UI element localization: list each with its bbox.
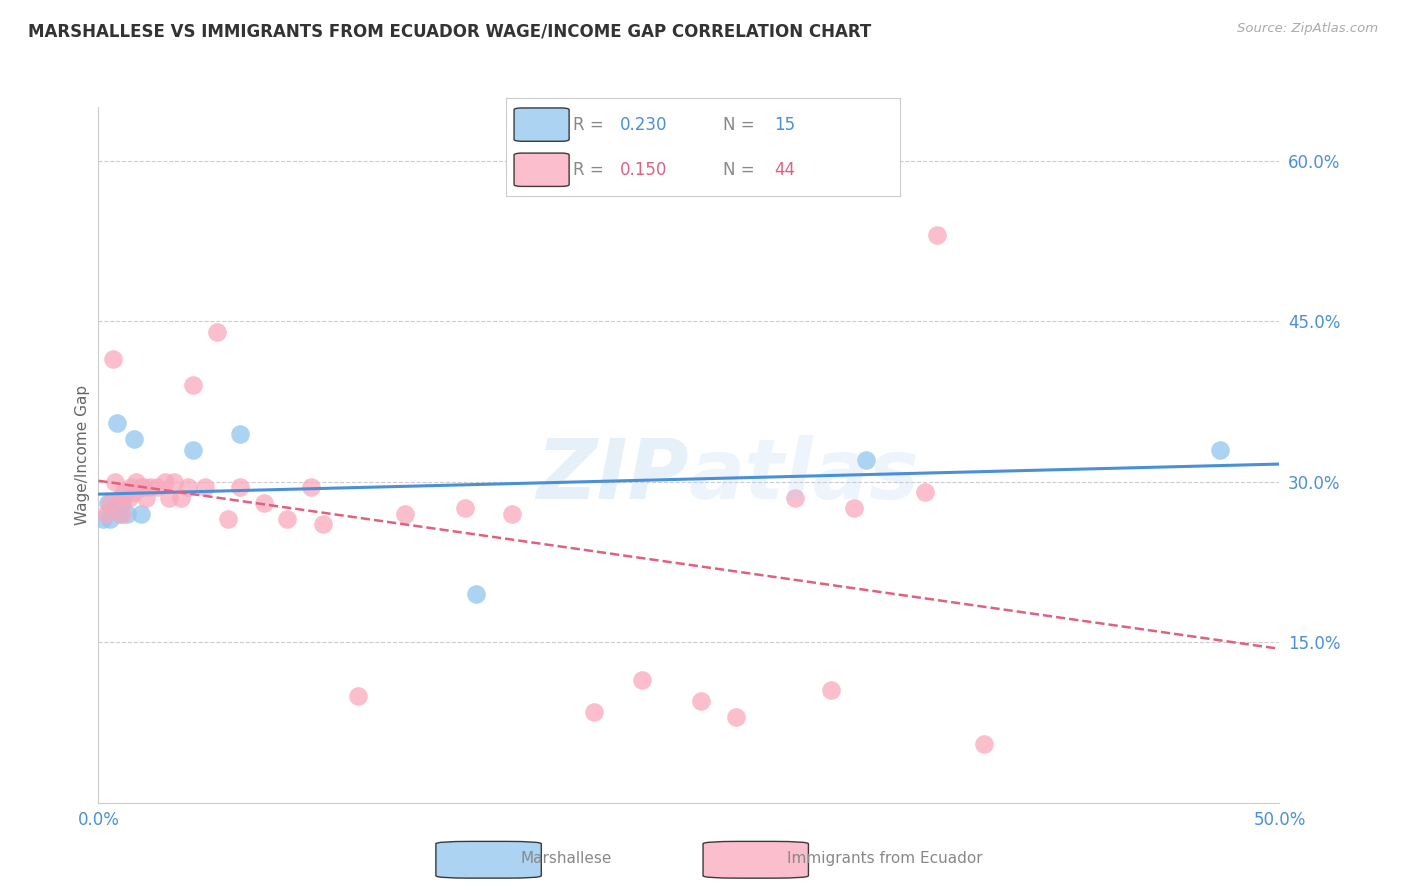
Point bbox=[229, 480, 252, 494]
Point bbox=[125, 475, 148, 489]
Point bbox=[181, 442, 204, 457]
Point bbox=[129, 507, 152, 521]
Point bbox=[101, 351, 124, 366]
Point bbox=[105, 416, 128, 430]
Point bbox=[97, 496, 120, 510]
Text: 0.150: 0.150 bbox=[620, 161, 668, 178]
Point bbox=[104, 475, 127, 489]
Point bbox=[181, 378, 204, 392]
Point bbox=[108, 507, 131, 521]
Point bbox=[111, 507, 134, 521]
Point bbox=[129, 480, 152, 494]
Point bbox=[112, 485, 135, 500]
Point bbox=[205, 325, 228, 339]
Text: Source: ZipAtlas.com: Source: ZipAtlas.com bbox=[1237, 22, 1378, 36]
Text: 15: 15 bbox=[773, 116, 794, 134]
Point bbox=[118, 491, 141, 505]
Point bbox=[91, 512, 114, 526]
Point bbox=[914, 485, 936, 500]
Text: ZIP: ZIP bbox=[536, 435, 689, 516]
Point bbox=[111, 496, 134, 510]
Point bbox=[453, 501, 475, 516]
Point bbox=[135, 491, 157, 505]
Point bbox=[177, 480, 200, 494]
Point bbox=[115, 507, 138, 521]
Point bbox=[276, 512, 298, 526]
Point bbox=[98, 496, 121, 510]
Text: 44: 44 bbox=[773, 161, 794, 178]
Text: 0.230: 0.230 bbox=[620, 116, 668, 134]
Point bbox=[170, 491, 193, 505]
Point bbox=[785, 491, 807, 505]
Text: atlas: atlas bbox=[689, 435, 920, 516]
Point bbox=[630, 673, 652, 687]
Point bbox=[1209, 442, 1232, 457]
Point bbox=[229, 426, 252, 441]
Point bbox=[855, 453, 877, 467]
FancyBboxPatch shape bbox=[703, 841, 808, 878]
Point bbox=[465, 587, 488, 601]
FancyBboxPatch shape bbox=[515, 153, 569, 186]
Point bbox=[973, 737, 995, 751]
Point bbox=[299, 480, 322, 494]
Point bbox=[132, 480, 155, 494]
Point bbox=[583, 705, 606, 719]
FancyBboxPatch shape bbox=[515, 108, 569, 141]
Point bbox=[844, 501, 866, 516]
Y-axis label: Wage/Income Gap: Wage/Income Gap bbox=[75, 384, 90, 525]
Point bbox=[217, 512, 239, 526]
Point bbox=[163, 475, 186, 489]
Point bbox=[104, 501, 127, 516]
Text: N =: N = bbox=[723, 116, 759, 134]
Point bbox=[122, 485, 145, 500]
Point bbox=[121, 480, 143, 494]
Point bbox=[194, 480, 217, 494]
Point bbox=[501, 507, 523, 521]
Point bbox=[146, 480, 169, 494]
Text: R =: R = bbox=[574, 161, 609, 178]
FancyBboxPatch shape bbox=[436, 841, 541, 878]
Point bbox=[157, 491, 180, 505]
Point bbox=[725, 710, 748, 724]
Point bbox=[153, 475, 176, 489]
Text: R =: R = bbox=[574, 116, 609, 134]
Point bbox=[925, 228, 948, 243]
Point bbox=[689, 694, 711, 708]
Point bbox=[98, 512, 121, 526]
Point bbox=[394, 507, 416, 521]
Text: MARSHALLESE VS IMMIGRANTS FROM ECUADOR WAGE/INCOME GAP CORRELATION CHART: MARSHALLESE VS IMMIGRANTS FROM ECUADOR W… bbox=[28, 22, 872, 40]
Point bbox=[94, 507, 117, 521]
Text: Marshallese: Marshallese bbox=[520, 851, 612, 866]
Point bbox=[820, 683, 842, 698]
Point bbox=[139, 480, 162, 494]
Text: Immigrants from Ecuador: Immigrants from Ecuador bbox=[787, 851, 983, 866]
Point bbox=[253, 496, 276, 510]
Point bbox=[122, 432, 145, 446]
Point bbox=[108, 491, 131, 505]
Point bbox=[312, 517, 335, 532]
Point bbox=[347, 689, 370, 703]
Text: N =: N = bbox=[723, 161, 759, 178]
